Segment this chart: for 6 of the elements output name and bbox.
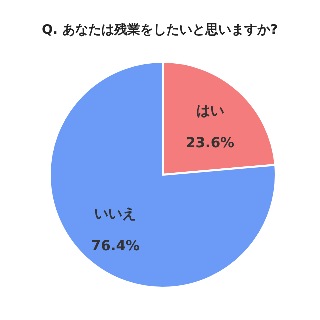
pie-slice bbox=[49, 61, 277, 289]
slice-label: はい bbox=[196, 103, 224, 120]
data-label: 23.6% bbox=[186, 135, 235, 152]
data-label: 76.4% bbox=[91, 238, 140, 255]
chart-title: Q. あなたは残業をしたいと思いますか? bbox=[42, 23, 278, 38]
slice-label: いいえ bbox=[94, 206, 137, 223]
